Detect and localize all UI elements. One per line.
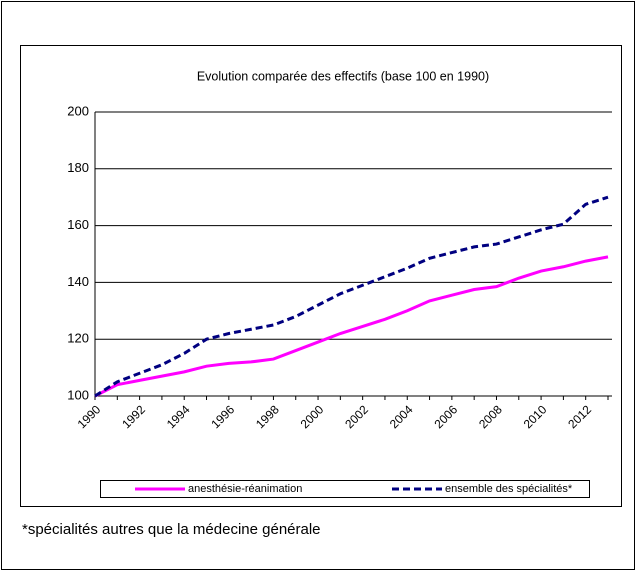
y-tick-label: 120 [67,331,89,346]
legend-box [100,480,590,498]
legend-label: ensemble des spécialités* [445,483,573,495]
y-tick-label: 140 [67,274,89,289]
chart-title: Evolution comparée des effectifs (base 1… [197,69,489,83]
y-tick-label: 180 [67,160,89,175]
y-tick-label: 200 [67,103,89,118]
y-tick-label: 100 [67,387,89,402]
legend-label: anesthésie-réanimation [188,483,302,495]
series-line [94,255,609,398]
chart-frame [20,45,622,507]
series-line [94,195,609,398]
footnote: *spécialités autres que la médecine géné… [22,521,321,538]
y-tick-label: 160 [67,217,89,232]
